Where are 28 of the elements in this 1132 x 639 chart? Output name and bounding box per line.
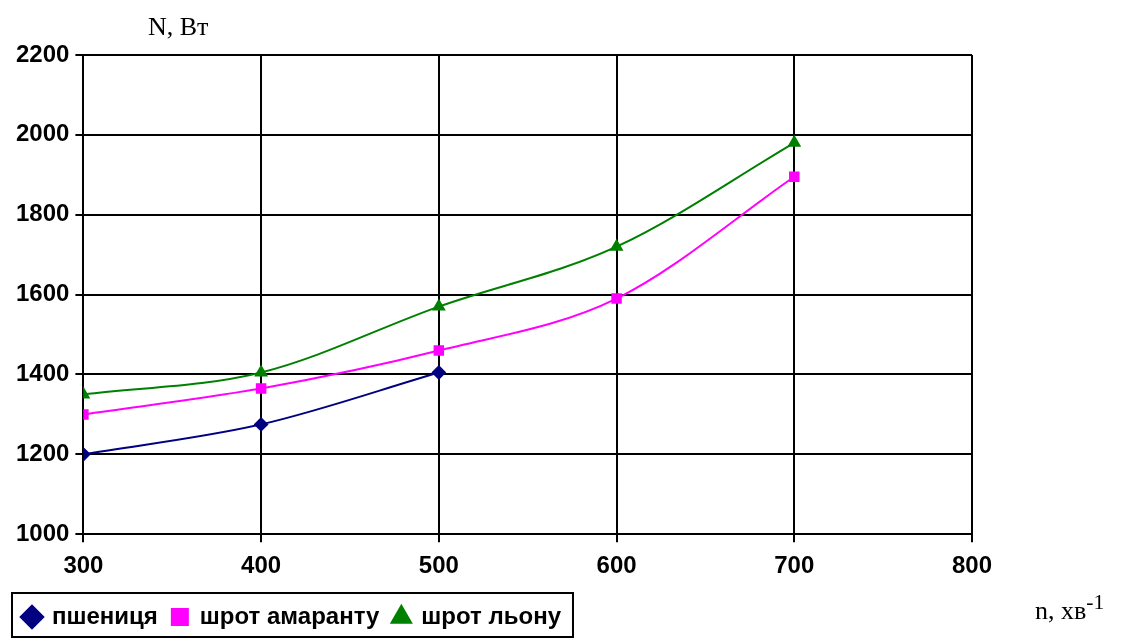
legend-label: пшениця (52, 601, 158, 629)
x-tick-label: 600 (596, 551, 637, 579)
x-tick-label: 300 (63, 551, 104, 579)
point (611, 293, 622, 304)
point (788, 135, 801, 147)
point (255, 383, 267, 394)
y-tick-label: 1800 (16, 199, 70, 227)
y-tick-label: 1200 (16, 438, 70, 466)
x-tick-label: 400 (241, 551, 282, 579)
point (433, 345, 445, 356)
point (789, 171, 800, 183)
y-tick-label: 2200 (16, 39, 70, 67)
point (431, 365, 446, 380)
y-tick-label: 2000 (16, 119, 70, 147)
y-tick-label: 1600 (16, 279, 70, 307)
y-axis-title: N, Вт (148, 12, 209, 42)
point (254, 365, 268, 377)
x-tick-label: 800 (951, 551, 993, 579)
point (432, 299, 446, 311)
x-tick-label: 500 (418, 551, 459, 579)
y-tick-label: 1000 (16, 518, 70, 546)
point (610, 239, 623, 251)
x-axis-title: n, хв$^{-1}$ (1035, 590, 1105, 626)
point (254, 417, 269, 432)
y-tick-label: 1400 (16, 359, 70, 387)
legend-label: шрот амаранту (199, 601, 380, 629)
legend-label: шрот льону (421, 601, 562, 629)
x-tick-label: 700 (774, 551, 815, 579)
